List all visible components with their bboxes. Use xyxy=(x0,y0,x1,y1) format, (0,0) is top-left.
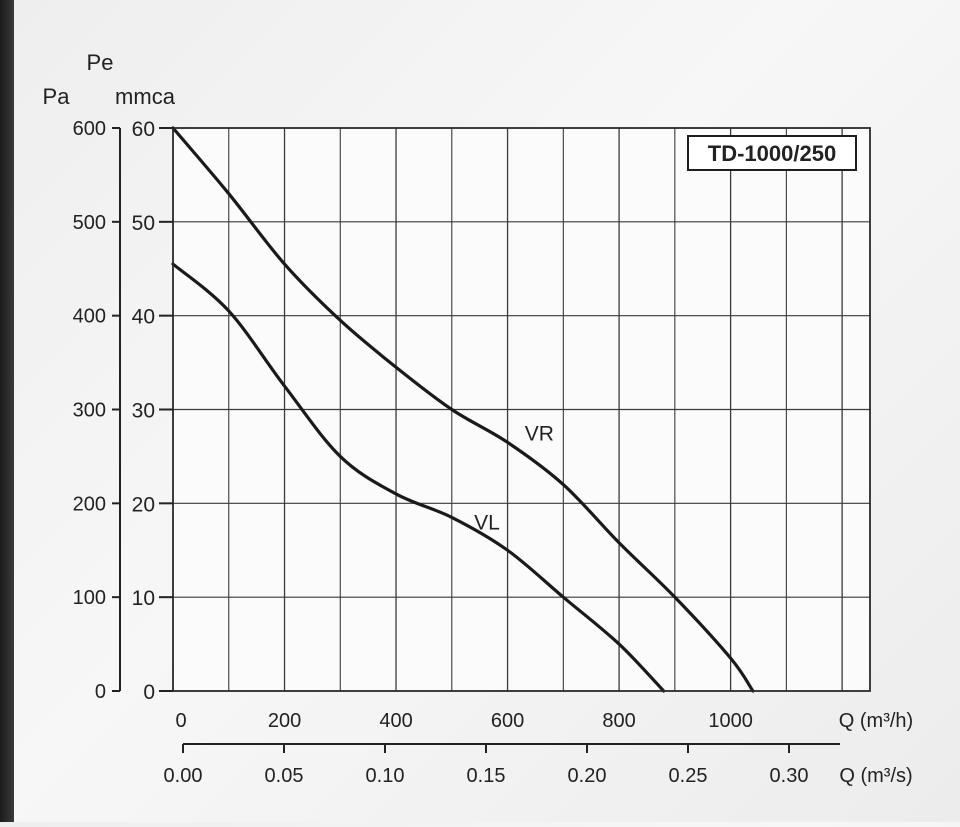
x-axis-label: Q (m³/h) xyxy=(839,710,913,732)
chart-title: TD-1000/250 xyxy=(708,141,836,166)
x2-tick-label: 0.10 xyxy=(366,765,405,787)
y-tick-label-pa: 100 xyxy=(73,587,106,609)
x2-tick-label: 0.15 xyxy=(467,765,506,787)
x2-tick-label: 0.20 xyxy=(568,765,607,787)
y-tick-label-pa: 0 xyxy=(95,681,106,703)
y-axis-unit-pa: Pa xyxy=(43,84,71,109)
x-tick-label: 200 xyxy=(268,710,301,732)
y-axis-label-pe: Pe xyxy=(87,50,114,75)
grid xyxy=(173,128,870,691)
y-tick-label-pa: 200 xyxy=(73,493,106,515)
x2-tick-label: 0.00 xyxy=(164,765,203,787)
y-axis-unit-mmca: mmca xyxy=(115,84,176,109)
x2-tick-label: 0.25 xyxy=(669,765,708,787)
x-tick-label: 600 xyxy=(491,710,524,732)
x-tick-label: 800 xyxy=(602,710,635,732)
y-tick-label-pa: 500 xyxy=(73,212,106,234)
x-tick-label: 1000 xyxy=(708,710,753,732)
y-tick-label-pa: 600 xyxy=(73,118,106,140)
x-tick-label: 0 xyxy=(175,710,186,732)
y-tick-label-mmca: 40 xyxy=(132,306,155,329)
series-line-vl xyxy=(171,262,666,693)
y-tick-label-mmca: 0 xyxy=(143,681,155,704)
x-tick-label: 400 xyxy=(379,710,412,732)
x2-tick-label: 0.05 xyxy=(265,765,304,787)
photo-left-edge xyxy=(0,0,14,822)
y-tick-label-mmca: 30 xyxy=(132,400,155,423)
series-label-vl: VL xyxy=(474,511,500,534)
y-tick-label-mmca: 60 xyxy=(132,118,155,141)
y-tick-label-pa: 400 xyxy=(73,306,106,328)
x2-tick-label: 0.30 xyxy=(770,765,809,787)
chart-title-box xyxy=(687,135,857,171)
y-tick-label-mmca: 10 xyxy=(132,587,155,610)
y-tick-label-mmca: 50 xyxy=(132,212,155,235)
y-tick-label-mmca: 20 xyxy=(132,493,155,516)
x2-axis-label: Q (m³/s) xyxy=(839,765,912,787)
y-tick-label-pa: 300 xyxy=(73,400,106,422)
series-line-vr xyxy=(171,126,755,693)
series-group: VR VL xyxy=(171,126,755,693)
series-label-vr: VR xyxy=(525,422,554,445)
